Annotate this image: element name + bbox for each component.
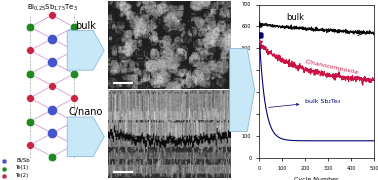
Point [49, 61, 55, 64]
Text: bulk: bulk [287, 13, 305, 22]
Text: bulk: bulk [75, 21, 96, 31]
Point [257, 34, 263, 37]
Point [27, 26, 33, 28]
Text: C/nanocomposite: C/nanocomposite [305, 59, 360, 75]
Point [256, 41, 262, 44]
Point [71, 120, 77, 123]
Point [256, 34, 262, 37]
Point [71, 97, 77, 100]
Point [257, 34, 263, 37]
Polygon shape [67, 31, 104, 70]
Point [71, 49, 77, 52]
Point [257, 34, 263, 37]
Point [49, 108, 55, 111]
Polygon shape [67, 117, 104, 157]
Point [27, 120, 33, 123]
Point [27, 49, 33, 52]
Point [256, 23, 262, 26]
Point [1, 160, 7, 163]
Point [49, 84, 55, 87]
Point [27, 97, 33, 100]
Text: Te(2): Te(2) [16, 173, 29, 178]
Text: Bi/Sb: Bi/Sb [16, 158, 29, 163]
Text: Te(1): Te(1) [16, 165, 29, 170]
Point [49, 155, 55, 158]
Point [71, 26, 77, 28]
Y-axis label: Specific Capacity (mAh/g): Specific Capacity (mAh/g) [231, 47, 236, 116]
Point [71, 143, 77, 146]
Point [27, 72, 33, 75]
X-axis label: Cycle Number: Cycle Number [294, 177, 339, 180]
Point [257, 34, 263, 37]
Point [71, 72, 77, 75]
Point [1, 167, 7, 170]
Point [1, 175, 7, 178]
Text: bulk Sb₂Te₃: bulk Sb₂Te₃ [269, 99, 340, 107]
Point [256, 34, 262, 37]
Point [27, 143, 33, 146]
Point [49, 14, 55, 17]
Polygon shape [230, 49, 255, 131]
Text: C/nano: C/nano [68, 107, 103, 117]
Point [49, 132, 55, 135]
Text: $\mathrm{Bi_{0.25}Sb_{1.75}Te_3}$: $\mathrm{Bi_{0.25}Sb_{1.75}Te_3}$ [27, 3, 77, 13]
Point [49, 37, 55, 40]
